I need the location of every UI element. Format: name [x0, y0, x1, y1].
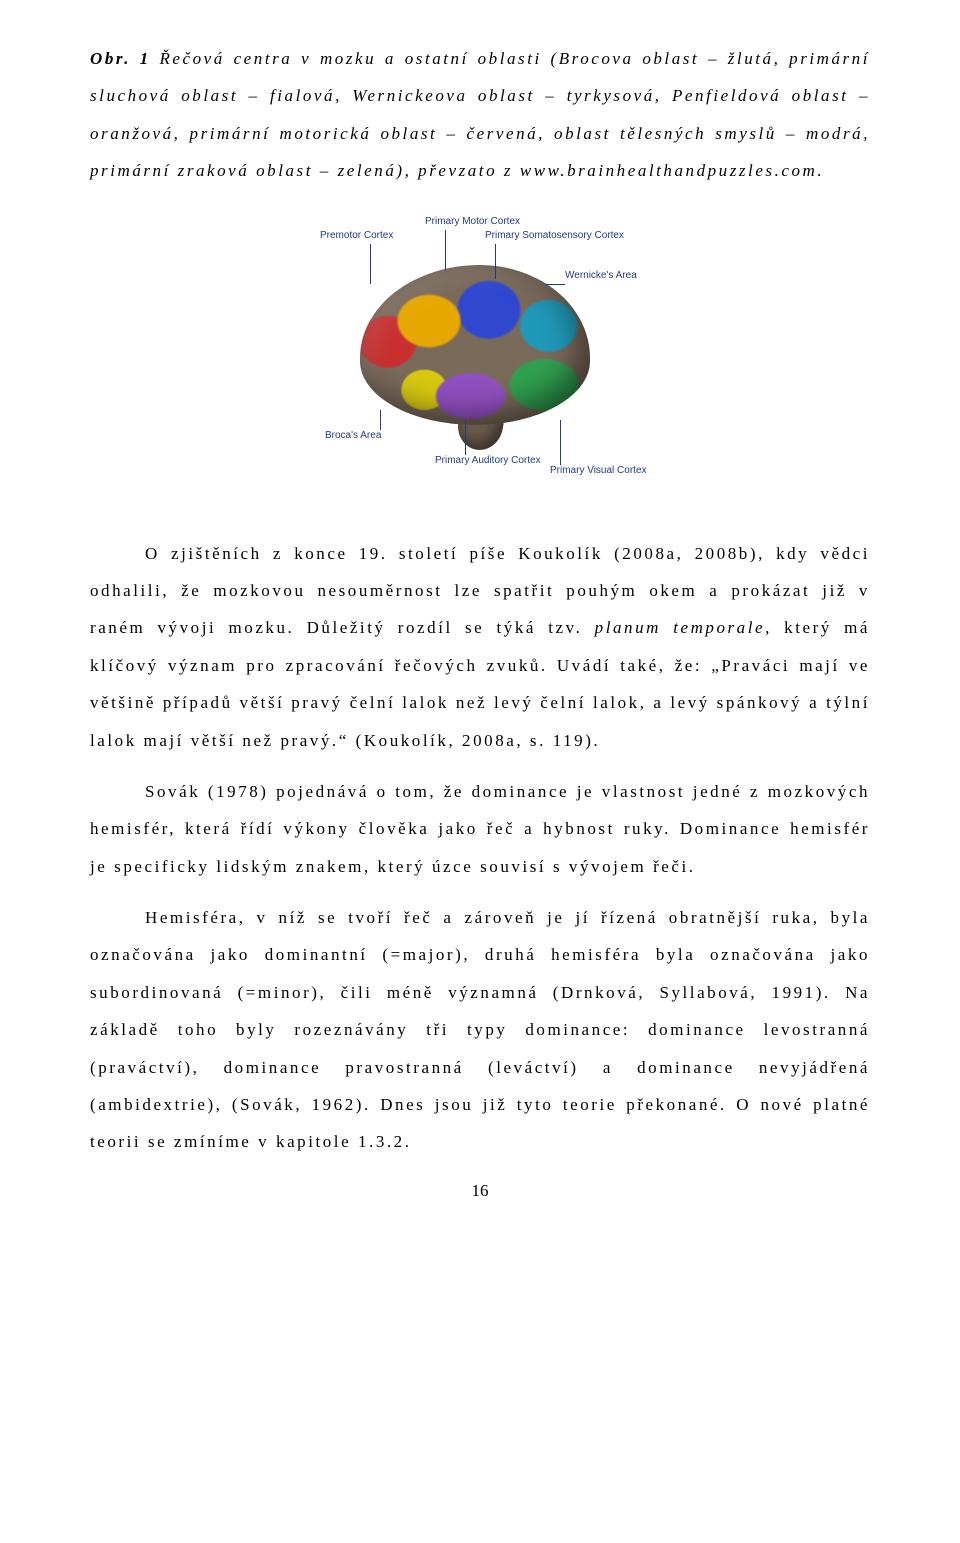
label-visual: Primary Visual Cortex [550, 465, 647, 476]
label-text: Primary Visual Cortex [550, 465, 647, 476]
paragraph-2: Sovák (1978) pojednává o tom, že dominan… [90, 773, 870, 885]
paragraph-3: Hemisféra, v níž se tvoří řeč a zároveň … [90, 899, 870, 1161]
brain-diagram: Premotor Cortex Primary Motor Cortex Pri… [305, 210, 655, 490]
text-run: , který má klíčový význam pro zpracování… [90, 618, 870, 749]
figure-caption: Obr. 1 Řečová centra v mozku a ostatní o… [90, 40, 870, 190]
brain-figure: Premotor Cortex Primary Motor Cortex Pri… [90, 210, 870, 495]
label-text: Primary Motor Cortex [425, 216, 520, 227]
page-number: 16 [90, 1181, 870, 1201]
document-page: Obr. 1 Řečová centra v mozku a ostatní o… [0, 0, 960, 1231]
label-text: Primary Somatosensory Cortex [485, 230, 624, 241]
label-wernicke: Wernicke's Area [565, 270, 637, 281]
label-broca: Broca's Area [325, 430, 381, 441]
label-primary-motor: Primary Motor Cortex [425, 216, 520, 227]
paragraph-1: O zjištěních z konce 19. století píše Ko… [90, 535, 870, 759]
label-somatosensory: Primary Somatosensory Cortex [485, 230, 624, 241]
label-text: Premotor Cortex [320, 230, 393, 241]
label-auditory: Primary Auditory Cortex [435, 455, 541, 466]
text-italic: planum temporale [595, 618, 765, 637]
figure-number: Obr. 1 [90, 49, 151, 68]
figure-caption-text: Řečová centra v mozku a ostatní oblasti … [90, 49, 870, 180]
brain-image [360, 265, 590, 425]
label-text: Wernicke's Area [565, 270, 637, 281]
brain-shape [360, 265, 590, 425]
label-text: Broca's Area [325, 430, 381, 441]
label-text: Primary Auditory Cortex [435, 455, 541, 466]
label-premotor: Premotor Cortex [320, 230, 393, 241]
